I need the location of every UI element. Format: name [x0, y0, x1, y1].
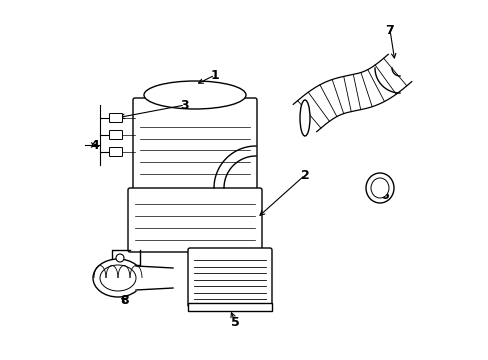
Ellipse shape	[370, 178, 388, 198]
Circle shape	[116, 254, 124, 262]
FancyBboxPatch shape	[109, 131, 122, 140]
Text: 4: 4	[90, 139, 99, 152]
Ellipse shape	[143, 81, 245, 109]
Text: 3: 3	[181, 99, 189, 112]
FancyBboxPatch shape	[187, 248, 271, 307]
Text: 5: 5	[230, 315, 239, 328]
FancyBboxPatch shape	[128, 188, 262, 252]
Text: 2: 2	[300, 168, 309, 181]
Text: 8: 8	[121, 293, 129, 306]
Ellipse shape	[93, 259, 142, 297]
Ellipse shape	[365, 173, 393, 203]
Text: 1: 1	[210, 68, 219, 81]
Bar	[187, 303, 271, 311]
FancyBboxPatch shape	[133, 98, 257, 192]
FancyBboxPatch shape	[109, 113, 122, 122]
FancyBboxPatch shape	[109, 148, 122, 157]
Ellipse shape	[100, 265, 136, 291]
Ellipse shape	[299, 100, 309, 136]
Text: 7: 7	[385, 23, 393, 36]
Text: 6: 6	[380, 189, 388, 202]
